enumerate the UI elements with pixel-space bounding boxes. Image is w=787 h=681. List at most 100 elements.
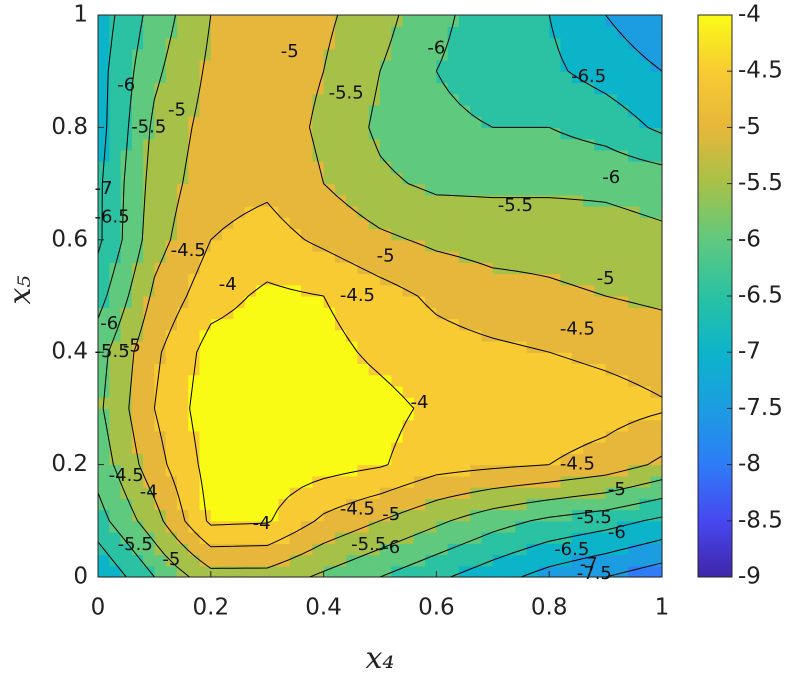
contour-cell xyxy=(210,206,223,218)
contour-cell xyxy=(357,82,370,95)
contour-cell xyxy=(222,487,234,499)
contour-cell xyxy=(255,487,268,499)
contour-cell xyxy=(380,363,392,376)
contour-cell xyxy=(549,26,562,39)
contour-cell xyxy=(289,228,302,241)
contour-cell xyxy=(255,104,268,117)
contour-cell xyxy=(413,26,426,39)
contour-cell xyxy=(391,116,404,128)
contour-cell xyxy=(323,161,336,173)
contour-cell xyxy=(639,307,652,320)
contour-cell xyxy=(458,149,471,162)
contour-cell xyxy=(515,554,528,567)
contour-cell xyxy=(402,329,415,342)
contour-cell xyxy=(402,15,415,27)
contour-cell xyxy=(210,183,223,196)
contour-cell xyxy=(650,273,663,286)
contour-cell xyxy=(380,138,392,151)
contour-cell xyxy=(380,318,392,331)
contour-cell xyxy=(278,329,291,342)
contour-cell xyxy=(188,172,201,185)
contour-cell xyxy=(188,419,201,432)
contour-cell xyxy=(120,273,133,286)
contour-cell xyxy=(143,161,155,173)
contour-cell xyxy=(504,104,516,117)
contour-cell xyxy=(402,116,415,128)
contour-cell xyxy=(278,104,291,117)
contour-cell xyxy=(481,228,494,241)
contour-cell xyxy=(402,464,415,477)
contour-cell xyxy=(289,419,302,432)
contour-cell xyxy=(357,543,370,556)
contour-cell xyxy=(594,37,607,50)
contour-cell xyxy=(255,273,268,286)
contour-cell xyxy=(537,26,550,39)
contour-cell xyxy=(492,408,505,421)
contour-cell xyxy=(154,116,167,128)
contour-cell xyxy=(571,251,584,263)
contour-cell xyxy=(515,116,528,128)
contour-cell xyxy=(278,59,291,72)
contour-cell xyxy=(323,532,336,544)
contour-cell xyxy=(199,487,212,499)
contour-cell xyxy=(571,82,584,95)
contour-cell xyxy=(143,430,155,443)
contour-cell xyxy=(470,340,483,353)
contour-cell xyxy=(199,116,212,128)
contour-cell xyxy=(267,487,280,499)
contour-cell xyxy=(515,82,528,95)
contour-cell xyxy=(199,37,212,50)
contour-cell xyxy=(301,93,313,106)
contour-cell xyxy=(143,408,155,421)
contour-cell xyxy=(98,251,110,263)
contour-cell xyxy=(504,183,516,196)
colorbar-tick-label: -7 xyxy=(738,339,761,365)
contour-cell xyxy=(402,430,415,443)
contour-cell xyxy=(413,127,426,140)
contour-cell xyxy=(346,464,359,477)
contour-cell xyxy=(199,453,212,466)
contour-cell xyxy=(323,363,336,376)
contour-cell xyxy=(515,26,528,39)
contour-cell xyxy=(650,104,663,117)
contour-cell xyxy=(504,273,516,286)
contour-cell xyxy=(312,374,325,387)
contour-cell xyxy=(605,104,618,117)
contour-cell xyxy=(222,296,234,308)
contour-cell xyxy=(154,104,167,117)
contour-cell xyxy=(357,554,370,567)
contour-cell xyxy=(391,251,404,263)
contour-cell xyxy=(504,239,516,252)
contour-cell xyxy=(413,374,426,387)
contour-cell xyxy=(323,228,336,241)
contour-cell xyxy=(402,149,415,162)
contour-cell xyxy=(402,48,415,61)
contour-cell xyxy=(549,487,562,499)
contour-cell xyxy=(222,430,234,443)
contour-cell xyxy=(458,475,471,488)
contour-cell xyxy=(346,206,359,218)
contour-cell xyxy=(334,565,347,578)
contour-cell xyxy=(278,509,291,522)
contour-cell xyxy=(334,161,347,173)
contour-cell xyxy=(526,273,539,286)
contour-cell xyxy=(639,116,652,128)
contour-cell xyxy=(244,363,257,376)
contour-cell xyxy=(594,475,607,488)
contour-cell xyxy=(98,498,110,511)
contour-cell xyxy=(278,453,291,466)
contour-cell xyxy=(301,127,313,140)
contour-cell xyxy=(583,498,595,511)
contour-cell xyxy=(549,59,562,72)
contour-cell xyxy=(481,475,494,488)
contour-cell xyxy=(639,161,652,173)
contour-cell xyxy=(368,487,381,499)
contour-cell xyxy=(436,475,449,488)
contour-cell xyxy=(188,408,201,421)
contour-cell xyxy=(628,296,641,308)
contour-cell xyxy=(98,464,110,477)
contour-cell xyxy=(323,172,336,185)
contour-cell xyxy=(323,543,336,556)
contour-cell xyxy=(120,228,133,241)
